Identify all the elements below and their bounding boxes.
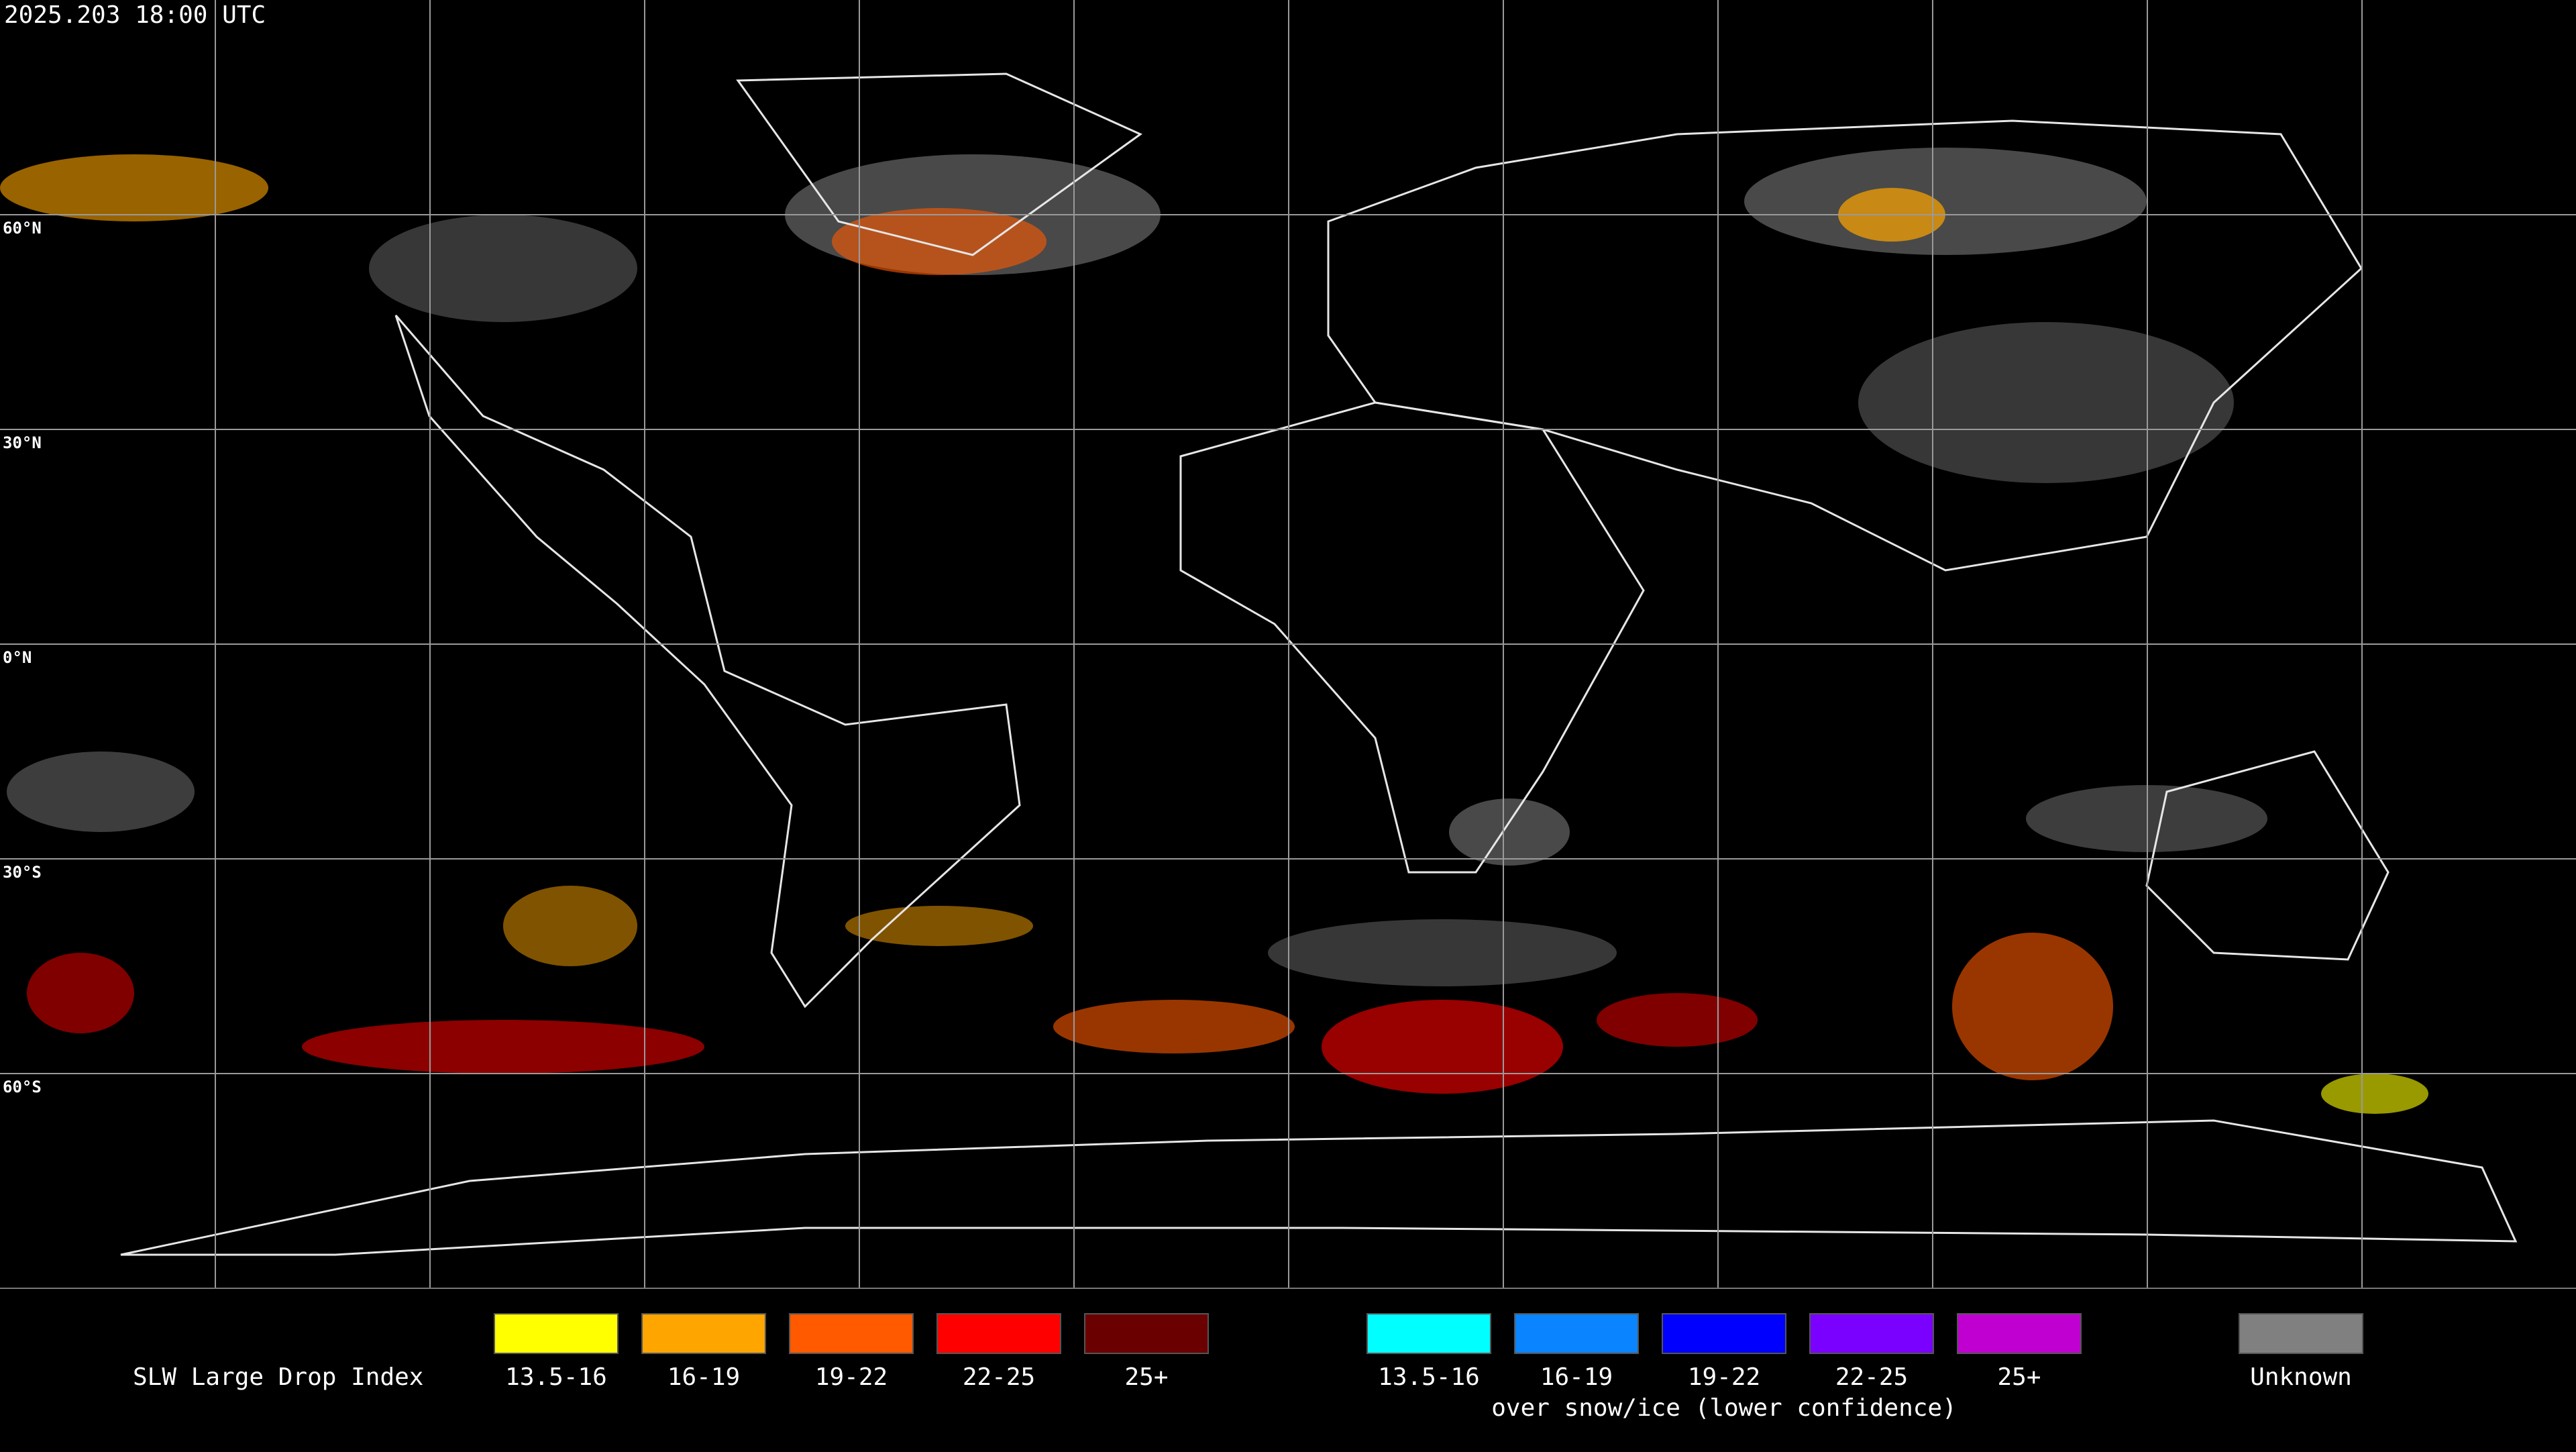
latitude-label: 60°S xyxy=(3,1078,42,1096)
legend-label: 22-25 xyxy=(1835,1363,1908,1391)
legend-swatch xyxy=(1084,1313,1209,1354)
legend-swatch xyxy=(2239,1313,2363,1354)
legend-label: 16-19 xyxy=(667,1363,740,1391)
legend-swatch xyxy=(789,1313,914,1354)
legend-title: SLW Large Drop Index xyxy=(133,1363,423,1391)
legend-caption: over snow/ice (lower confidence) xyxy=(1491,1394,1957,1422)
legend-label: 19-22 xyxy=(1688,1363,1760,1391)
latitude-label: 30°S xyxy=(3,863,42,882)
graticule xyxy=(0,0,2576,1288)
legend-label: 13.5-16 xyxy=(1378,1363,1480,1391)
legend: 13.5-16 16-19 19-22 22-25 25+ 13.5-16 16-19 19-… xyxy=(494,1313,2363,1422)
legend-swatch xyxy=(1662,1313,1786,1354)
legend-label: 22-25 xyxy=(963,1363,1035,1391)
legend-label: Unknown xyxy=(2250,1363,2352,1391)
legend-swatch xyxy=(1366,1313,1491,1354)
latitude-labels: 60°N 30°N 0°N 30°S 60°S xyxy=(3,219,42,1096)
legend-label: 25+ xyxy=(1124,1363,1168,1391)
legend-swatch xyxy=(1957,1313,2082,1354)
latitude-label: 0°N xyxy=(3,648,32,667)
latitude-label: 60°N xyxy=(3,219,42,238)
legend-label: 16-19 xyxy=(1540,1363,1613,1391)
legend-swatch xyxy=(1809,1313,1934,1354)
timestamp: 2025.203 18:00 UTC xyxy=(4,1,266,29)
legend-label: 13.5-16 xyxy=(505,1363,607,1391)
legend-swatch xyxy=(1514,1313,1639,1354)
latitude-label: 30°N xyxy=(3,433,42,452)
legend-label: 19-22 xyxy=(815,1363,888,1391)
legend-label: 25+ xyxy=(1997,1363,2041,1391)
legend-swatch xyxy=(494,1313,619,1354)
legend-swatch xyxy=(936,1313,1061,1354)
legend-swatch xyxy=(641,1313,766,1354)
